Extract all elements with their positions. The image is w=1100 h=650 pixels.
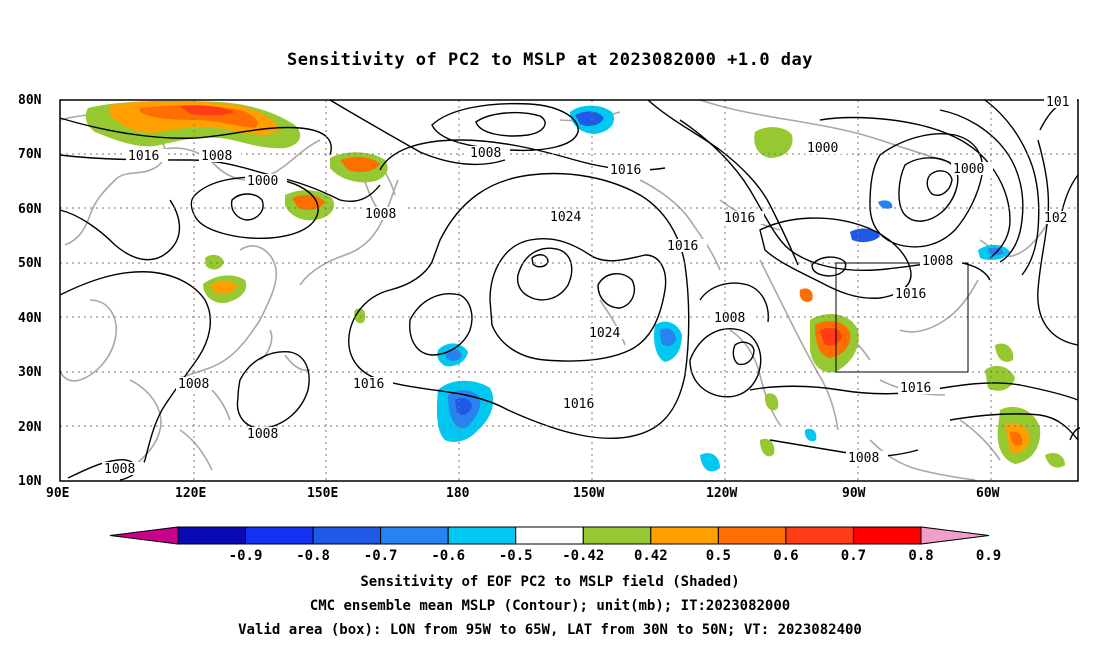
lon-label: 120E: [175, 486, 206, 501]
contour-label: 1008: [178, 377, 209, 392]
colorbar-swatch: [177, 526, 247, 545]
lat-label: 40N: [18, 311, 42, 326]
colorbar-swatch: [312, 526, 382, 545]
colorbar-label: 0.5: [706, 548, 731, 564]
colorbar-left-arrow: [109, 526, 179, 545]
map-plot-area: [59, 99, 1081, 482]
contour-label: 1024: [589, 326, 620, 341]
colorbar-label: 0.7: [841, 548, 866, 564]
contour-labels: 1016 1008 1008 1000 1008 1024 1016 1016 …: [102, 95, 1077, 477]
contour-label: 1008: [201, 149, 232, 164]
lon-label: 120W: [706, 486, 737, 501]
contour-label: 1016: [667, 239, 698, 254]
contour-label: 1008: [470, 146, 501, 161]
contour-label: 1008: [365, 207, 396, 222]
caption-line-3: Valid area (box): LON from 95W to 65W, L…: [238, 622, 862, 638]
sensitivity-shading: [85, 100, 1065, 472]
contour-label: 1024: [550, 210, 581, 225]
colorbar-right-arrow: [920, 526, 990, 545]
map-title: Sensitivity of PC2 to MSLP at 2023082000…: [286, 50, 813, 70]
contour-label: 1016: [610, 163, 641, 178]
lat-label: 20N: [18, 420, 42, 435]
lat-label: 70N: [18, 147, 42, 162]
map-frame: [59, 99, 1079, 482]
contour-label: 1016: [895, 287, 926, 302]
colorbar-label: -0.9: [229, 548, 263, 564]
lon-label: 60W: [976, 486, 1000, 501]
colorbar-swatch: [717, 526, 787, 545]
colorbar-swatch: [447, 526, 517, 545]
contour-label: 1008: [714, 311, 745, 326]
caption-line-1: Sensitivity of EOF PC2 to MSLP field (Sh…: [360, 574, 740, 590]
colorbar-label: 0.6: [773, 548, 798, 564]
colorbar-swatch: [380, 526, 449, 545]
contour-label: 1008: [848, 451, 879, 466]
contour-label: 1016: [563, 397, 594, 412]
contour-label: 1000: [953, 162, 984, 177]
colorbar: -0.9 -0.8 -0.7 -0.6 -0.5 -0.42 0.42 0.5 0.6 0.7 0.…: [109, 526, 1001, 564]
lon-label: 90E: [46, 486, 69, 501]
contour-label: 102: [1044, 211, 1067, 226]
colorbar-label: -0.42: [562, 548, 604, 564]
contour-label: 1000: [807, 141, 838, 156]
contour-label: 1008: [247, 427, 278, 442]
contour-label: 1008: [922, 254, 953, 269]
colorbar-swatch: [245, 526, 314, 545]
colorbar-label: 0.9: [976, 548, 1001, 564]
colorbar-swatch: [785, 526, 854, 545]
lat-label: 10N: [18, 474, 42, 489]
lat-label: 50N: [18, 256, 42, 271]
lon-label: 90W: [842, 486, 866, 501]
lon-label: 180: [446, 486, 470, 501]
lat-axis-labels: 80N 70N 60N 50N 40N 30N 20N 10N: [18, 93, 42, 489]
contour-label: 1000: [247, 174, 278, 189]
lon-axis-labels: 90E 120E 150E 180 150W 120W 90W 60W: [46, 486, 1000, 501]
contour-label: 101: [1046, 95, 1069, 110]
lat-label: 80N: [18, 93, 42, 108]
contour-label: 1008: [104, 462, 135, 477]
colorbar-label: -0.6: [431, 548, 465, 564]
lon-label: 150W: [573, 486, 604, 501]
colorbar-label: -0.8: [296, 548, 330, 564]
contour-label: 1016: [128, 149, 159, 164]
colorbar-swatch: [650, 526, 719, 545]
contour-label: 1016: [353, 377, 384, 392]
colorbar-swatch: [582, 526, 652, 545]
colorbar-label: 0.8: [908, 548, 933, 564]
lat-label: 30N: [18, 365, 42, 380]
colorbar-label: 0.42: [634, 548, 668, 564]
colorbar-swatch: [852, 526, 922, 545]
lon-label: 150E: [307, 486, 338, 501]
caption-line-2: CMC ensemble mean MSLP (Contour); unit(m…: [309, 598, 791, 614]
contour-label: 1016: [724, 211, 755, 226]
colorbar-swatch: [515, 526, 584, 545]
colorbar-label: -0.5: [499, 548, 533, 564]
contour-label: 1016: [900, 381, 931, 396]
colorbar-label: -0.7: [364, 548, 398, 564]
lat-label: 60N: [18, 202, 42, 217]
valid-area-box: [835, 262, 969, 373]
